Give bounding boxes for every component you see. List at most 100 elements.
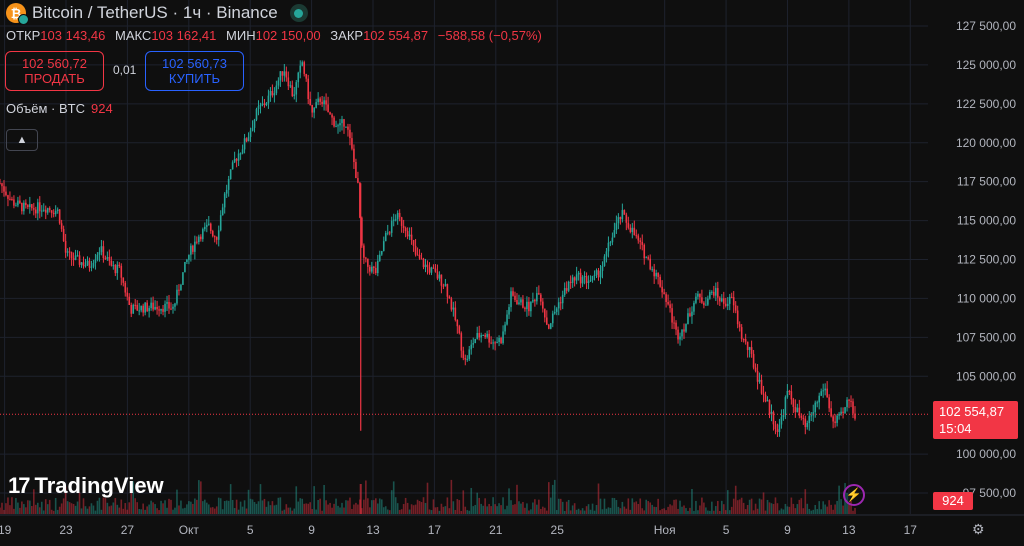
volume-bar [768,502,771,514]
volume-bar [488,503,490,514]
candle-body [64,241,67,253]
candle-body [814,402,817,413]
volume-bar [84,506,87,514]
volume-bar [701,497,703,514]
candle-body [365,257,367,259]
chart-grid [0,0,928,514]
volume-bar [367,498,369,514]
candle-body [446,284,449,297]
sell-button[interactable]: 102 560,72 ПРОДАТЬ [5,51,104,91]
candle-body [792,399,795,407]
candle-body [609,242,612,244]
collapse-legend-button[interactable]: ▲ [6,129,38,151]
volume-bar [62,498,65,514]
candle-body [227,178,230,190]
candle-body [645,257,648,259]
volume-bar [180,500,182,514]
candle-body [486,333,488,337]
volume-bar [182,508,184,514]
tradingview-wordmark: TradingView [34,473,164,498]
candle-body [23,202,25,212]
candle-body [816,402,819,404]
volume-bar [317,499,319,514]
volume-bar [633,502,636,514]
candle-body [828,397,830,409]
volume-bar [786,506,789,514]
spread-value: 0,01 [113,63,137,77]
volume-bar [170,499,172,514]
volume-bar [615,500,618,514]
volume-bar [253,502,256,514]
candle-body [317,98,319,103]
candle-body [132,304,135,314]
volume-bar [331,507,333,514]
volume-bar [297,501,300,514]
candle-body [386,232,389,234]
volume-bar [629,509,632,514]
candle-body [585,276,588,283]
candle-body [434,268,437,272]
volume-bar [373,500,375,514]
time-tick-label: 19 [0,523,12,537]
volume-bar [36,502,39,514]
candle-body [593,274,596,277]
candle-body [478,333,480,338]
candle-body [804,418,807,428]
candle-body [840,411,842,414]
buy-button[interactable]: 102 560,73 КУПИТЬ [145,51,244,91]
gear-icon[interactable]: ⚙ [972,521,985,537]
candle-body [269,90,272,96]
time-tick-label: 13 [842,523,856,537]
candle-body [488,333,490,343]
change-value: −588,58 (−0,57%) [437,28,542,43]
candle-body [444,284,447,286]
volume-bar [209,507,212,514]
volume-bar [357,504,359,514]
candle-body [241,149,244,154]
volume-bar [599,498,602,514]
volume-bar [601,509,604,514]
volume-bar [378,498,381,514]
candle-body [583,276,586,278]
candle-body [33,208,35,210]
volume-bar [291,510,294,514]
candle-body [92,262,95,267]
volume-legend[interactable]: Объём · BTC 924 [6,101,113,116]
volume-bar [31,505,33,514]
candle-body [657,272,659,277]
candle-body [205,224,208,227]
volume-bar [812,509,815,514]
candle-body [337,125,339,127]
volume-bar [549,497,552,514]
volume-bar [808,508,811,514]
candle-body [351,138,353,149]
time-tick-label: 25 [551,523,565,537]
lightning-icon[interactable]: ⚡ [843,484,865,506]
candle-body [732,297,735,306]
candle-body [508,307,510,315]
volume-bar [420,502,423,514]
candle-body [748,347,751,351]
volume-bar [748,499,751,514]
candle-body [3,186,5,192]
symbol-legend[interactable]: ₿ Bitcoin / TetherUS · 1ч · Binance [6,3,308,25]
symbol-title[interactable]: Bitcoin / TetherUS · 1ч · Binance [32,3,278,22]
volume-bar [190,501,192,514]
volume-bar [486,506,488,514]
high-label: МАКС [115,28,152,43]
tradingview-mark-icon: 17 [8,473,31,498]
candle-body [353,148,355,163]
candle-body [490,342,492,344]
candle-body [659,276,661,287]
candle-body [176,289,178,304]
price-tick-label: 110 000,00 [957,291,1016,305]
volume-bar [142,503,144,514]
volume-bar [478,497,480,514]
candle-body [223,193,226,208]
tradingview-logo[interactable]: 17 TradingView [8,473,164,499]
candle-body [547,324,550,329]
volume-bar [520,503,522,514]
candle-body [575,274,578,281]
candle-body [68,251,71,253]
